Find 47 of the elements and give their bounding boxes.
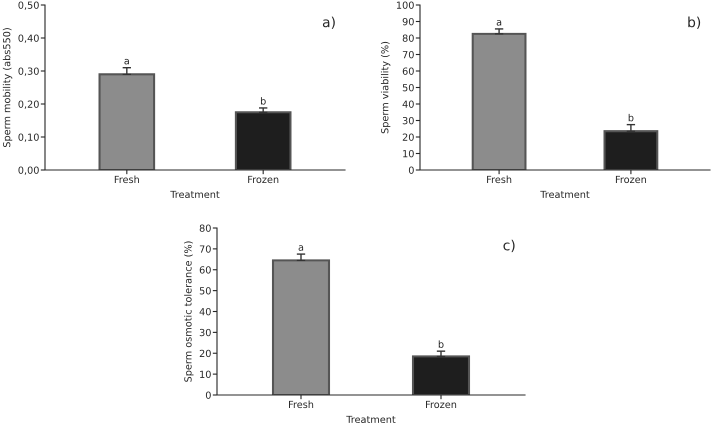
x-axis-title: Treatment <box>346 416 396 424</box>
y-tick-label: 0,00 <box>18 166 39 175</box>
y-tick-label: 10 <box>403 150 414 158</box>
annotation: a <box>496 20 502 26</box>
y-tick-label: 60 <box>402 67 414 75</box>
x-tick-label: Fresh <box>487 176 512 184</box>
y-tick-label: 90 <box>402 18 414 26</box>
y-tick-label: 40 <box>200 308 211 316</box>
text: b) <box>688 16 700 29</box>
y-tick-label: 0 <box>408 166 414 174</box>
x-axis-title: Treatment <box>170 190 220 198</box>
y-tick-label: 60 <box>200 266 211 274</box>
y-tick-label: 70 <box>402 50 414 58</box>
y-tick-label: 0,50 <box>18 1 39 10</box>
y-tick-label: 0,20 <box>18 100 39 109</box>
x-tick-label: Frozen <box>616 176 646 184</box>
y-tick-label: 0,10 <box>18 133 39 142</box>
annotation: a <box>124 58 129 64</box>
text: a) <box>322 16 335 29</box>
y-axis-title: Sperm viability (%) <box>380 42 390 134</box>
y-axis-title: Sperm osmotic tolerance (%) <box>184 241 194 382</box>
y-tick-label: 20 <box>200 350 211 358</box>
y-tick-label: 0,40 <box>18 34 39 43</box>
y-tick-label: 70 <box>200 245 211 253</box>
y-tick-label: 0 <box>206 391 211 399</box>
annotation: b <box>260 97 266 105</box>
y-tick-label: 80 <box>200 224 211 232</box>
y-axis-title: Sperm mobility (abs550) <box>2 28 12 148</box>
y-tick-label: 10 <box>200 370 211 378</box>
y-tick-label: 30 <box>200 328 211 336</box>
annotation: a <box>298 245 304 251</box>
y-tick-label: 20 <box>402 133 414 141</box>
text: c) <box>503 240 515 252</box>
y-tick-label: 40 <box>402 100 414 108</box>
x-tick-label: Frozen <box>426 400 456 408</box>
y-tick-label: 80 <box>402 34 414 42</box>
x-tick-label: Fresh <box>114 176 139 184</box>
x-axis-title: Treatment <box>540 190 590 198</box>
annotation: b <box>628 114 634 122</box>
y-tick-label: 50 <box>200 287 211 294</box>
y-tick-label: 100 <box>396 1 414 9</box>
y-tick-label: 50 <box>402 84 414 92</box>
y-tick-label: 30 <box>402 116 414 124</box>
y-tick-label: 0,30 <box>18 67 39 76</box>
x-tick-label: Frozen <box>248 176 278 184</box>
annotation: b <box>438 340 444 348</box>
x-tick-label: Fresh <box>289 400 314 408</box>
